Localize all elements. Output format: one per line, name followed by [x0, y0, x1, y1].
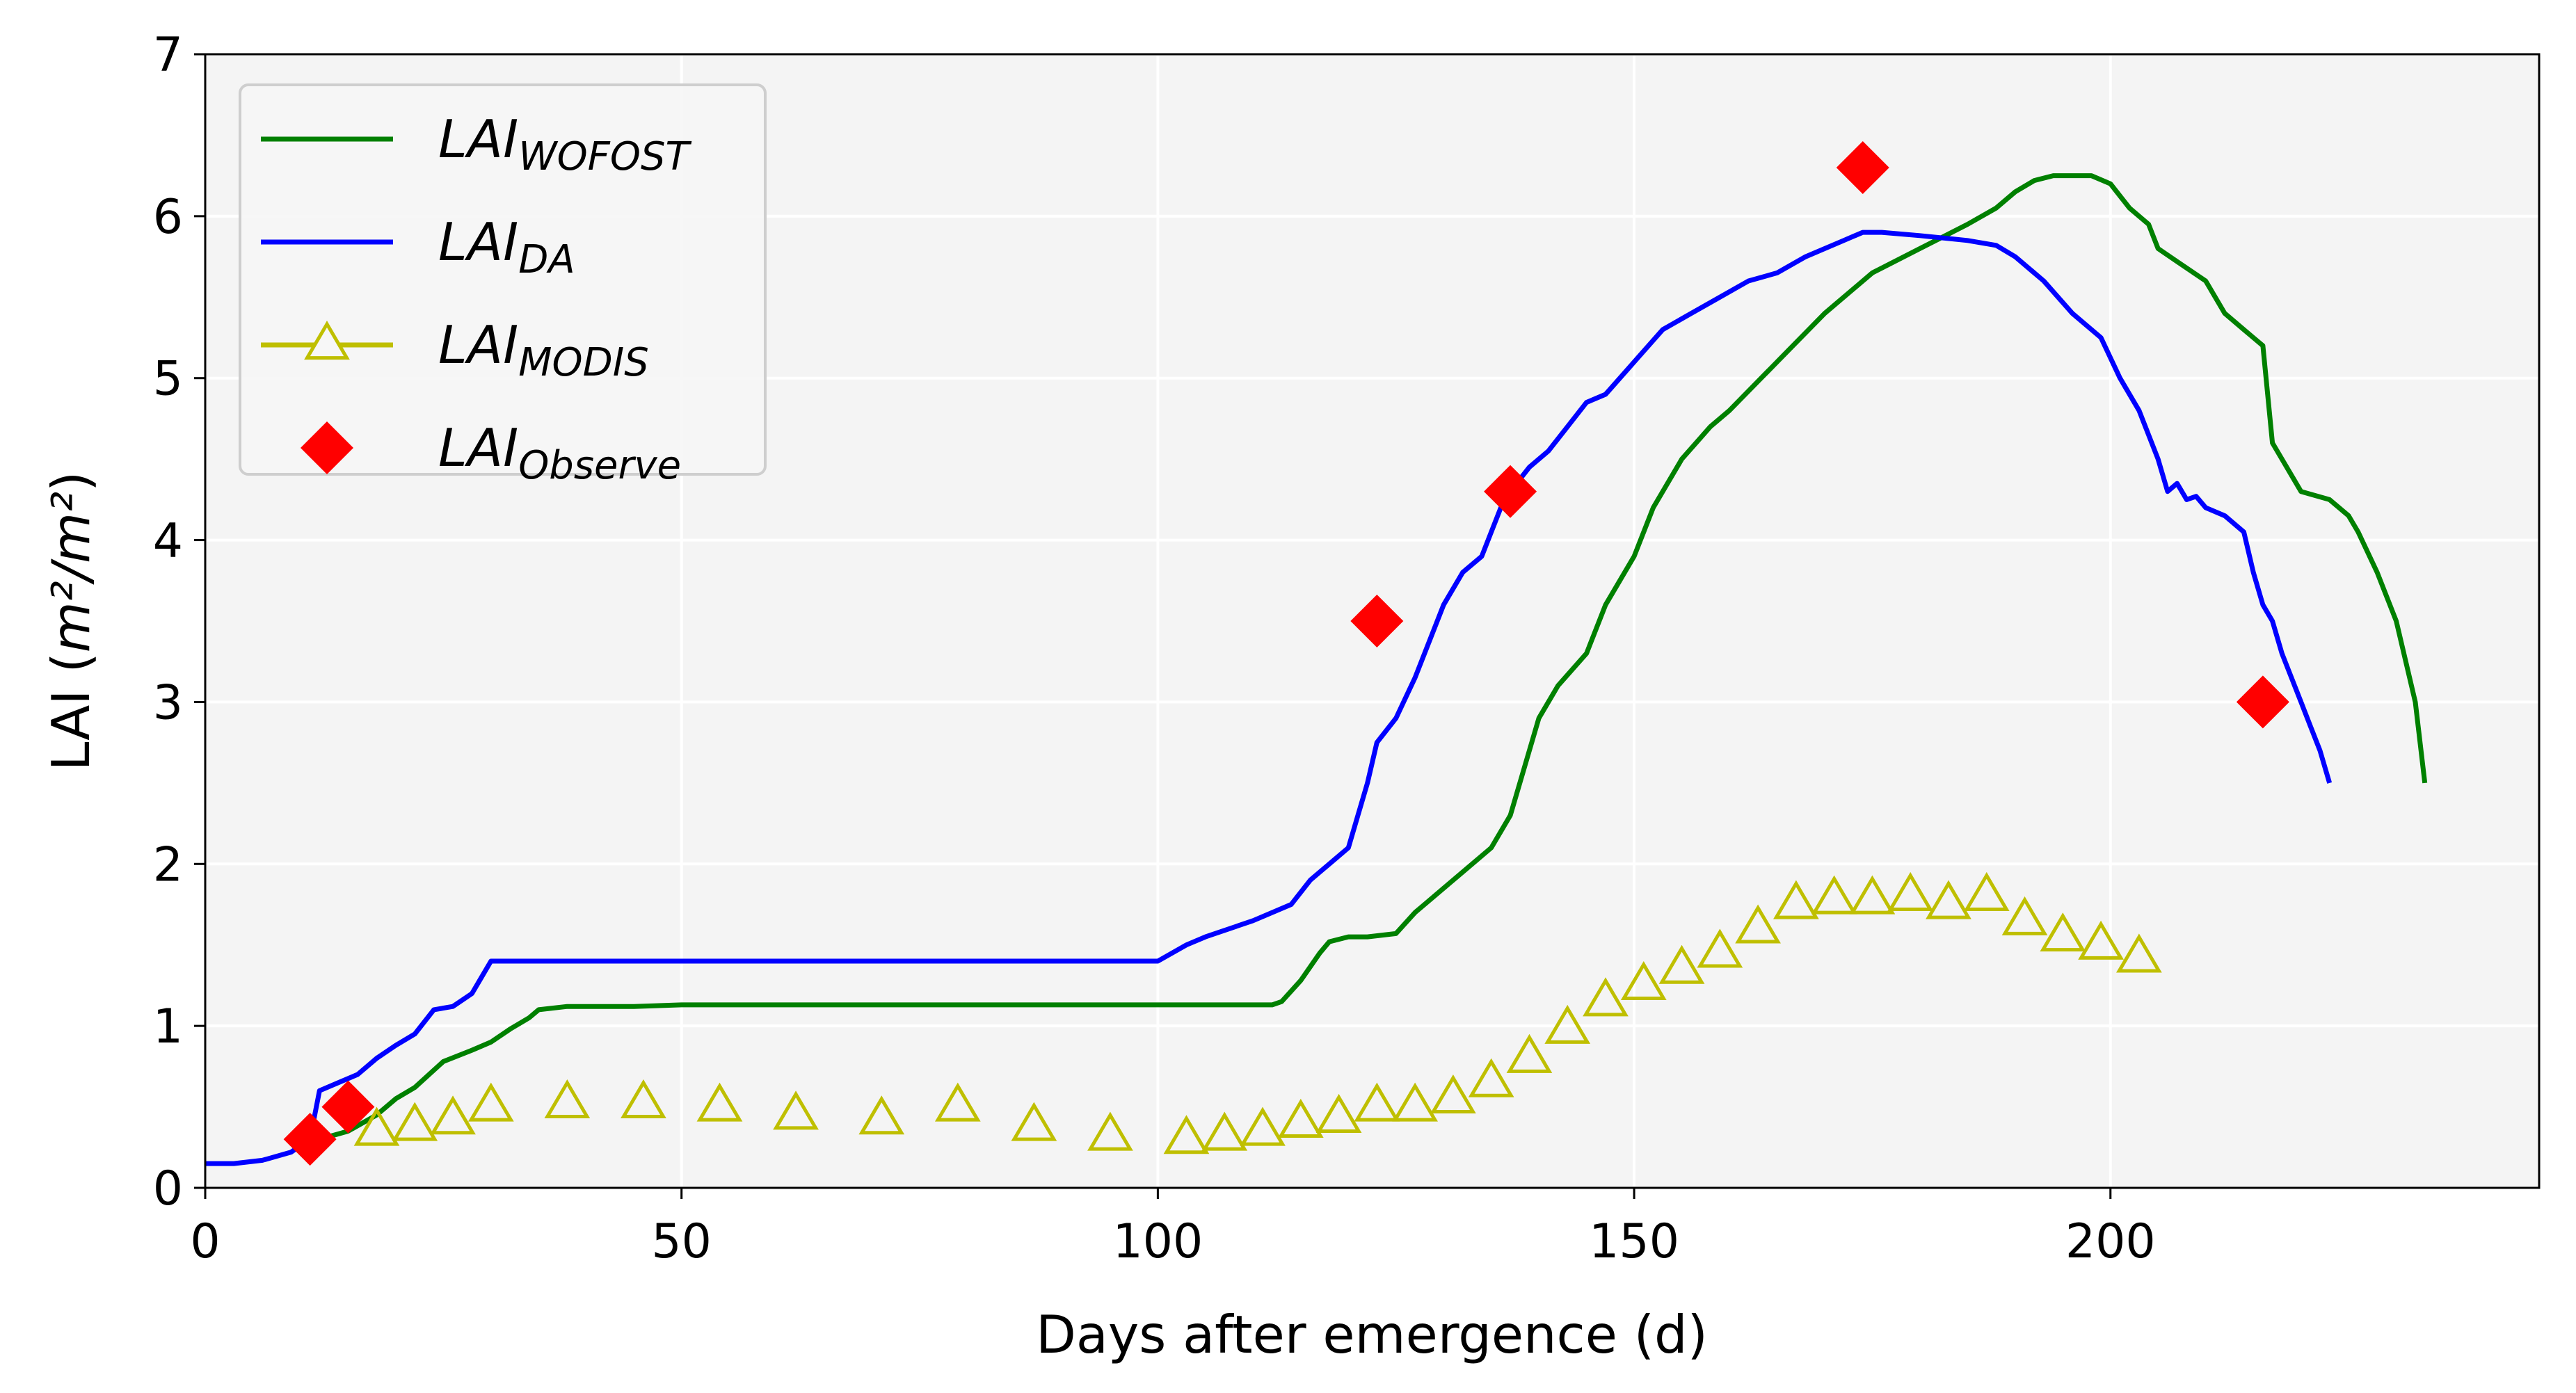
observe-point	[283, 1113, 337, 1166]
legend-label-LAI_Observe: LAIObserve	[438, 417, 681, 488]
modis-point	[1849, 875, 1896, 915]
y-axis-label-main: LAI (	[40, 652, 102, 771]
modis-point	[353, 1106, 400, 1146]
y-tick-label-4: 4	[153, 514, 183, 569]
legend-label-LAI_WOFOST: LAIWOFOST	[438, 108, 692, 179]
modis-point	[2001, 896, 2048, 935]
y-tick-label-3: 3	[153, 675, 183, 730]
modis-point	[1697, 928, 1743, 968]
modis-point	[1468, 1058, 1514, 1097]
modis-point	[1735, 904, 1781, 944]
series-LAI_Observe	[283, 141, 2289, 1166]
legend-marker-LAI_MODIS	[304, 321, 350, 360]
modis-point	[1811, 875, 1857, 915]
modis-point	[1430, 1074, 1476, 1114]
modis-point	[2078, 920, 2124, 960]
modis-point	[1773, 880, 1819, 919]
x-tick-label-0: 0	[190, 1214, 220, 1269]
modis-point	[934, 1082, 981, 1122]
modis-point	[1658, 944, 1705, 984]
legend-box	[239, 83, 767, 476]
modis-point	[1201, 1111, 1248, 1151]
series-LAI_MODIS	[353, 871, 2162, 1154]
ticks: 0 50 100 150 200 0 1 2 3 4 5 6 7	[153, 28, 2156, 1269]
y-tick-label-0: 0	[153, 1161, 183, 1216]
y-axis-label-close: )	[40, 472, 102, 492]
modis-point	[1620, 960, 1667, 1001]
modis-point	[858, 1095, 905, 1135]
modis-point	[696, 1082, 743, 1122]
series-LAI_DA	[205, 230, 2333, 1166]
modis-point	[1011, 1102, 1057, 1141]
observe-point	[321, 1080, 375, 1134]
modis-point	[1887, 871, 1934, 911]
modis-point	[1963, 871, 2010, 911]
modis-point	[1277, 1098, 1324, 1138]
modis-point	[621, 1079, 666, 1119]
observe-point	[1836, 141, 1889, 194]
series-layer	[205, 141, 2428, 1166]
y-tick-label-6: 6	[153, 190, 183, 245]
x-tick-label-200: 200	[2065, 1214, 2156, 1269]
y-tick-label-7: 7	[153, 28, 183, 83]
modis-point	[1315, 1093, 1362, 1133]
observe-point	[2236, 675, 2289, 729]
modis-point	[430, 1095, 476, 1135]
y-tick-label-5: 5	[153, 352, 183, 407]
modis-point	[1087, 1111, 1133, 1151]
y-axis-label: LAI (m²/m²)	[40, 472, 102, 771]
y-tick-label-1: 1	[153, 999, 183, 1054]
legend-marker-LAI_Observe	[301, 421, 353, 474]
modis-point	[773, 1090, 819, 1130]
modis-point	[544, 1079, 591, 1119]
y-tick-label-2: 2	[153, 837, 183, 892]
series-line-LAI_DA	[205, 230, 2333, 1166]
observe-point	[1350, 595, 1404, 647]
series-LAI_WOFOST	[299, 173, 2428, 1150]
modis-point	[2040, 912, 2086, 952]
plot-frame	[204, 53, 2541, 1189]
legend: LAIWOFOST LAIDA LAIMODIS LAIObserve	[239, 83, 767, 488]
modis-point	[1392, 1082, 1438, 1122]
modis-point	[1354, 1082, 1400, 1122]
grid	[204, 53, 2539, 1189]
x-axis-label: Days after emergence (d)	[1036, 1304, 1708, 1365]
modis-point	[1506, 1033, 1553, 1073]
x-tick-label-50: 50	[651, 1214, 712, 1269]
modis-point	[2115, 933, 2162, 973]
modis-point	[1926, 880, 1971, 919]
modis-point	[392, 1102, 438, 1141]
x-tick-label-150: 150	[1589, 1214, 1679, 1269]
modis-point	[467, 1082, 514, 1122]
modis-point	[1544, 1004, 1591, 1044]
legend-label-LAI_DA: LAIDA	[438, 211, 575, 282]
legend-label-LAI_MODIS: LAIMODIS	[438, 314, 649, 385]
modis-point	[1240, 1106, 1286, 1146]
modis-point	[1583, 977, 1629, 1017]
x-tick-label-100: 100	[1112, 1214, 1203, 1269]
y-axis-label-unit: m²/m²	[40, 492, 102, 653]
modis-point	[1163, 1115, 1210, 1154]
observe-point	[1484, 465, 1537, 518]
series-line-LAI_WOFOST	[299, 173, 2428, 1150]
